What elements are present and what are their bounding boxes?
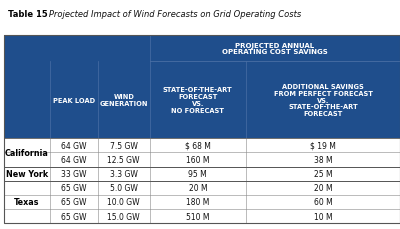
Bar (4, 62, 50, 139)
Text: WIND
GENERATION: WIND GENERATION (100, 94, 148, 106)
Bar (4, 195, 400, 209)
Text: New York: New York (6, 169, 48, 178)
Text: 5.0 GW: 5.0 GW (110, 183, 138, 192)
Text: 64 GW: 64 GW (62, 155, 87, 164)
Text: 65 GW: 65 GW (62, 183, 87, 192)
Text: 12.5 GW: 12.5 GW (108, 155, 140, 164)
Bar (4, 209, 400, 223)
Text: $ 19 M: $ 19 M (310, 141, 336, 150)
Text: 65 GW: 65 GW (62, 198, 87, 207)
Bar (4, 167, 400, 181)
Text: 33 GW: 33 GW (62, 169, 87, 178)
Text: 65 GW: 65 GW (62, 212, 87, 221)
Text: $ 68 M: $ 68 M (185, 141, 211, 150)
Text: 10.0 GW: 10.0 GW (108, 198, 140, 207)
Text: 20 M: 20 M (188, 183, 207, 192)
Text: 160 M: 160 M (186, 155, 210, 164)
Text: 15.0 GW: 15.0 GW (108, 212, 140, 221)
Text: STATE-OF-THE-ART
FORECAST
VS.
NO FORECAST: STATE-OF-THE-ART FORECAST VS. NO FORECAS… (163, 87, 233, 113)
Bar (4, 153, 400, 167)
Bar (4, 139, 400, 153)
Text: California: California (5, 148, 49, 157)
Text: 180 M: 180 M (186, 198, 210, 207)
Text: 20 M: 20 M (314, 183, 332, 192)
Bar (150, 62, 246, 139)
Bar (98, 62, 150, 139)
Text: 10 M: 10 M (314, 212, 332, 221)
Bar (4, 181, 400, 195)
Text: 7.5 GW: 7.5 GW (110, 141, 138, 150)
Text: 60 M: 60 M (314, 198, 332, 207)
Text: Table 15: Table 15 (8, 10, 48, 19)
Text: 510 M: 510 M (186, 212, 210, 221)
Bar (246, 62, 400, 139)
Text: PEAK LOAD: PEAK LOAD (53, 97, 95, 103)
Text: PROJECTED ANNUAL
OPERATING COST SAVINGS: PROJECTED ANNUAL OPERATING COST SAVINGS (222, 42, 328, 55)
Bar (4, 35, 150, 62)
Bar (4, 35, 400, 223)
Text: Texas: Texas (14, 198, 40, 207)
Text: 38 M: 38 M (314, 155, 332, 164)
Text: 95 M: 95 M (188, 169, 207, 178)
Text: 3.3 GW: 3.3 GW (110, 169, 138, 178)
Bar (50, 62, 98, 139)
Bar (150, 35, 400, 62)
Text: Projected Impact of Wind Forecasts on Grid Operating Costs: Projected Impact of Wind Forecasts on Gr… (41, 10, 302, 19)
Text: 25 M: 25 M (314, 169, 332, 178)
Text: 64 GW: 64 GW (62, 141, 87, 150)
Text: ADDITIONAL SAVINGS
FROM PERFECT FORECAST
VS.
STATE-OF-THE-ART
FORECAST: ADDITIONAL SAVINGS FROM PERFECT FORECAST… (274, 84, 373, 117)
